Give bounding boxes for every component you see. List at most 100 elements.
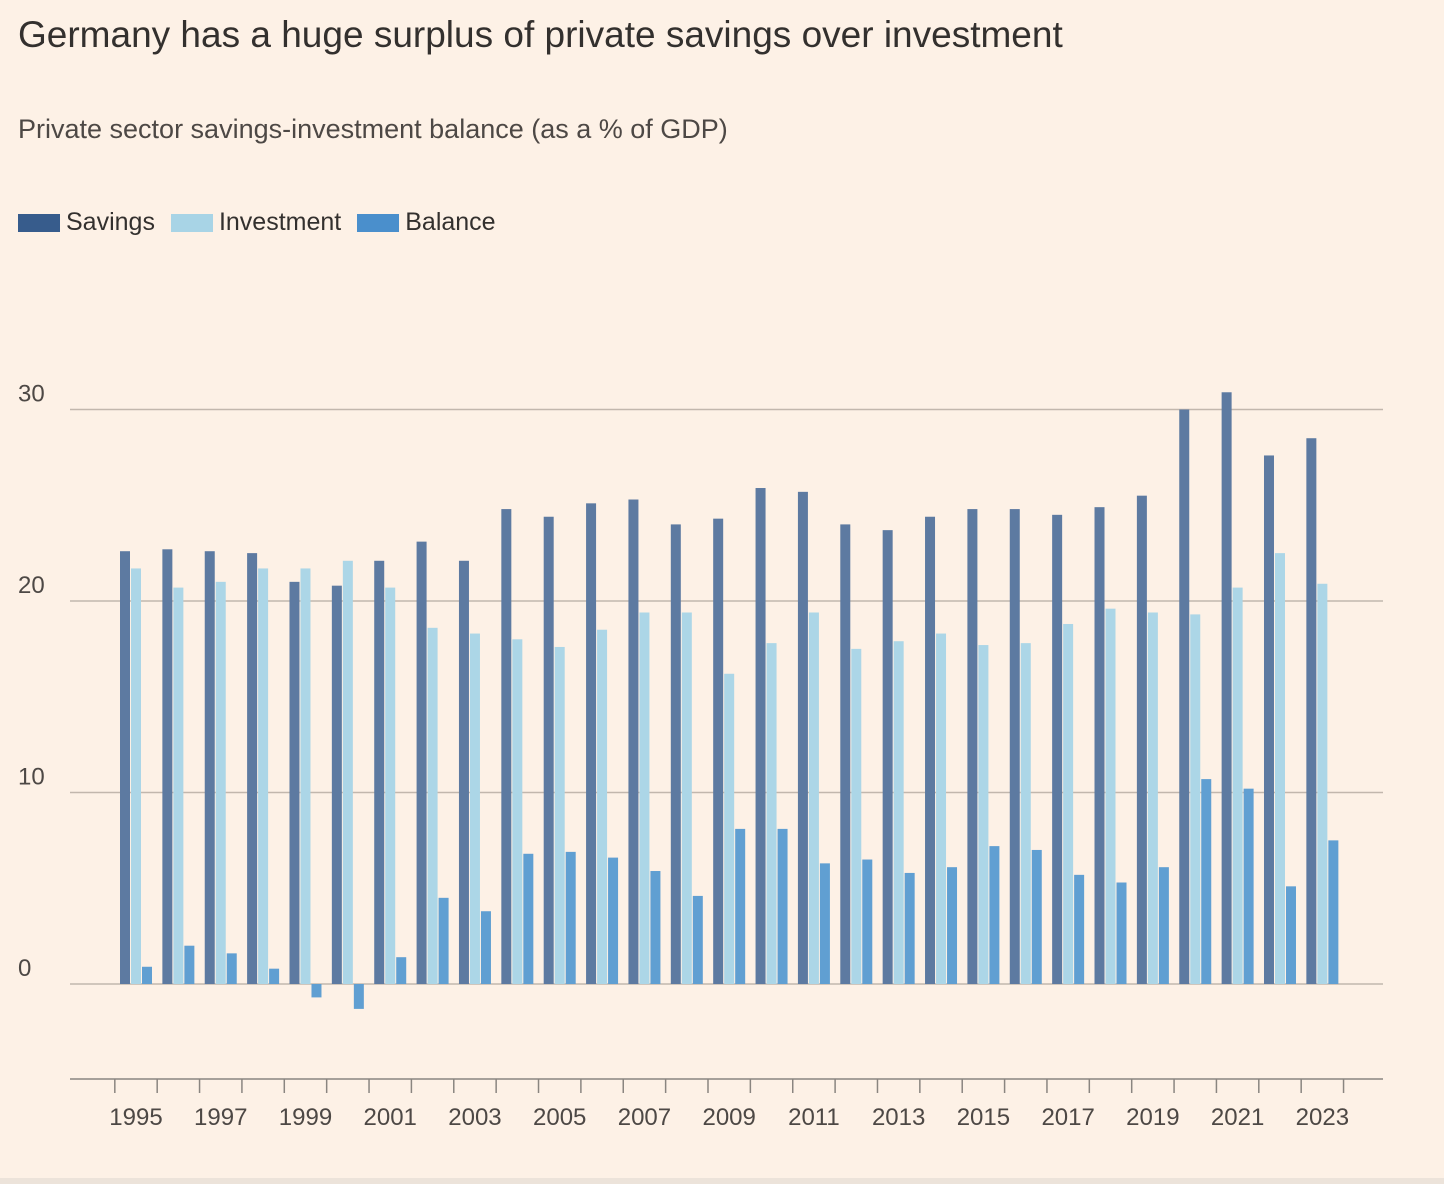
bar-savings-2011 [797,491,808,984]
bar-balance-2019 [1158,867,1169,984]
bar-balance-2007 [650,871,661,984]
bar-savings-2023 [1306,438,1317,985]
bar-savings-2016 [1009,509,1020,984]
legend-item-investment: Investment [170,208,342,237]
legend-swatch-investment [170,213,213,232]
bar-investment-2007 [639,612,650,984]
bar-investment-2000 [342,560,353,984]
x-tick-label-2001: 2001 [364,1104,417,1131]
bar-investment-2008 [681,612,692,984]
bar-investment-2012 [851,648,862,984]
bar-savings-2012 [840,524,851,984]
legend-swatch-savings [18,213,60,232]
bar-balance-2012 [862,859,873,984]
bar-balance-2003 [480,911,491,984]
bar-investment-2020 [1190,614,1201,984]
bar-savings-2014 [925,516,936,984]
bar-balance-2001 [396,957,407,984]
legend-swatch-balance [357,213,400,232]
x-tick-label-2017: 2017 [1041,1104,1094,1131]
bar-balance-2020 [1201,779,1212,984]
bar-investment-2001 [385,587,396,984]
bar-investment-2010 [766,643,777,984]
bar-balance-2006 [608,857,619,984]
bar-investment-2005 [554,646,565,984]
bar-savings-2004 [501,509,512,984]
bar-savings-2005 [543,516,554,984]
bar-balance-2018 [1116,882,1127,984]
bar-balance-2008 [692,895,703,984]
bar-investment-1996 [173,587,184,984]
bar-investment-2004 [512,639,523,984]
bar-balance-2010 [777,828,788,984]
bar-savings-1998 [247,553,258,984]
bar-savings-2017 [1052,514,1063,984]
bar-balance-2022 [1285,886,1296,984]
x-tick-label-1995: 1995 [109,1104,162,1131]
bar-balance-2000 [353,984,364,1009]
x-tick-label-2021: 2021 [1211,1104,1264,1131]
y-tick-label-30: 30 [18,381,45,408]
bar-balance-2014 [947,867,958,984]
legend-item-balance: Balance [357,208,496,237]
bar-investment-2013 [893,641,904,984]
x-tick-label-2009: 2009 [702,1104,755,1131]
bar-balance-2021 [1243,788,1254,984]
bar-investment-1998 [258,568,269,984]
bar-savings-2002 [416,541,427,984]
bar-savings-2020 [1179,409,1190,984]
x-tick-label-2015: 2015 [957,1104,1010,1131]
x-tick-label-2003: 2003 [448,1104,501,1131]
bar-balance-2015 [989,846,1000,984]
bar-savings-1997 [204,551,215,984]
legend-label-investment: Investment [218,208,342,236]
bar-balance-1995 [142,966,152,984]
bar-savings-2010 [755,488,766,984]
bar-savings-2019 [1136,495,1147,984]
x-tick-label-1999: 1999 [279,1104,332,1131]
bar-balance-2017 [1074,874,1085,984]
legend-label-balance: Balance [405,208,496,236]
legend-label-savings: Savings [66,208,155,236]
x-tick-label-2013: 2013 [872,1104,925,1131]
bar-investment-1999 [300,568,311,984]
x-tick-label-2011: 2011 [788,1104,840,1131]
bar-investment-2009 [724,673,735,984]
chart-subtitle: Private sector savings-investment balanc… [18,114,728,144]
bar-investment-2019 [1147,612,1158,984]
bar-balance-1998 [269,968,280,984]
bar-balance-2005 [565,851,576,984]
x-tick-label-2005: 2005 [533,1104,586,1131]
bar-balance-1999 [311,984,322,998]
chart-title: Germany has a huge surplus of private sa… [18,14,1063,55]
bar-balance-2013 [904,872,915,984]
bar-savings-2009 [713,518,724,984]
bar-balance-2016 [1031,849,1042,984]
bar-savings-2021 [1221,392,1232,984]
bar-savings-2001 [374,560,385,984]
bar-investment-2011 [808,612,819,984]
y-tick-label-0: 0 [18,955,31,982]
bar-savings-1996 [162,549,173,984]
bar-savings-2003 [458,560,469,984]
bar-savings-1995 [120,551,130,984]
bar-investment-2016 [1020,643,1031,984]
bar-savings-2008 [670,524,681,984]
bar-balance-2009 [735,828,746,984]
bar-savings-1999 [289,581,300,984]
x-tick-label-1997: 1997 [194,1104,247,1131]
bar-savings-2015 [967,509,978,984]
bar-investment-2002 [427,627,438,984]
x-tick-label-2007: 2007 [618,1104,671,1131]
y-tick-label-10: 10 [18,764,45,791]
x-tick-label-2023: 2023 [1296,1104,1349,1131]
bar-balance-2002 [438,897,449,984]
bar-investment-1995 [131,568,141,984]
bar-balance-2004 [523,853,534,984]
bottom-band [0,1178,1444,1184]
bar-balance-1996 [184,945,195,984]
bar-investment-2023 [1317,583,1328,984]
bar-investment-2014 [936,633,947,984]
bar-investment-2006 [597,629,608,984]
